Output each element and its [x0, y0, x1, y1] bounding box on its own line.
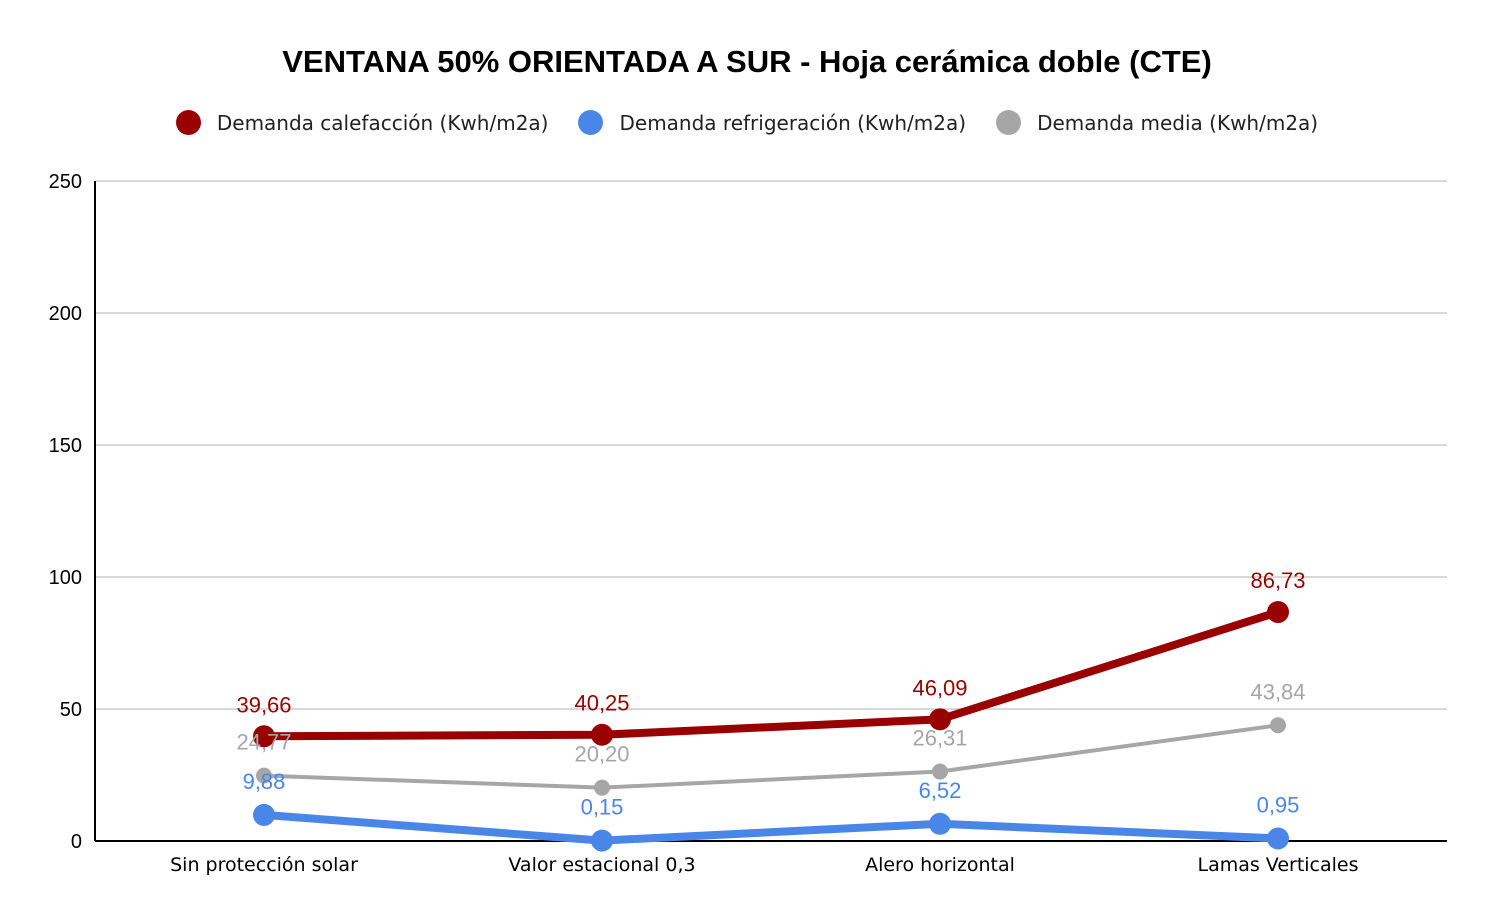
legend-item-cooling[interactable]: Demanda refrigeración (Kwh/m2a) [578, 110, 966, 135]
legend-marker-heating [175, 110, 201, 135]
data-label: 6,52 [919, 778, 962, 803]
data-point [256, 767, 272, 784]
data-label: 43,84 [1250, 679, 1305, 704]
legend-item-average[interactable]: Demanda media (Kwh/m2a) [996, 110, 1318, 135]
y-tick-label: 0 [71, 831, 82, 853]
data-label: 24,77 [236, 730, 291, 755]
data-point [1270, 717, 1286, 734]
legend-marker-average [996, 110, 1022, 135]
data-point [1267, 601, 1289, 624]
x-tick-label: Sin protección solar [170, 854, 358, 876]
legend-label-heating: Demanda calefacción (Kwh/m2a) [216, 110, 549, 135]
data-point [1267, 827, 1289, 850]
data-label: 9,88 [243, 769, 286, 794]
y-tick-label: 250 [49, 171, 82, 193]
data-label: 0,95 [1257, 792, 1300, 817]
y-tick-label: 100 [49, 567, 82, 589]
series-line [260, 608, 1282, 741]
legend-marker-cooling [578, 110, 604, 135]
data-point [591, 723, 613, 746]
y-tick-label: 50 [60, 699, 82, 721]
data-label: 0,15 [581, 795, 624, 820]
y-tick-label: 150 [49, 435, 82, 457]
data-label: 86,73 [1250, 568, 1305, 593]
data-point [253, 725, 275, 748]
x-tick-label: Valor estacional 0,3 [508, 854, 695, 876]
x-tick-label: Alero horizontal [865, 854, 1015, 876]
data-label: 39,66 [236, 692, 291, 717]
series-line [262, 723, 1280, 790]
chart-legend: Demanda calefacción (Kwh/m2a) Demanda re… [0, 110, 1494, 135]
data-point [929, 812, 951, 835]
chart-title: VENTANA 50% ORIENTADA A SUR - Hoja cerám… [282, 44, 1212, 79]
data-label: 20,20 [574, 742, 629, 767]
data-label: 26,31 [912, 726, 967, 751]
legend-label-cooling: Demanda refrigeración (Kwh/m2a) [619, 110, 967, 135]
legend-item-heating[interactable]: Demanda calefacción (Kwh/m2a) [175, 110, 549, 135]
x-tick-label: Lamas Verticales [1197, 854, 1358, 876]
data-point [253, 803, 275, 826]
legend-label-average: Demanda media (Kwh/m2a) [1037, 110, 1319, 135]
data-point [591, 829, 613, 852]
data-point [929, 708, 951, 731]
data-point [932, 763, 948, 780]
data-label: 46,09 [912, 675, 967, 700]
y-tick-label: 200 [49, 303, 82, 325]
data-label: 40,25 [574, 691, 629, 716]
data-point [594, 779, 610, 796]
series-line [260, 810, 1282, 845]
